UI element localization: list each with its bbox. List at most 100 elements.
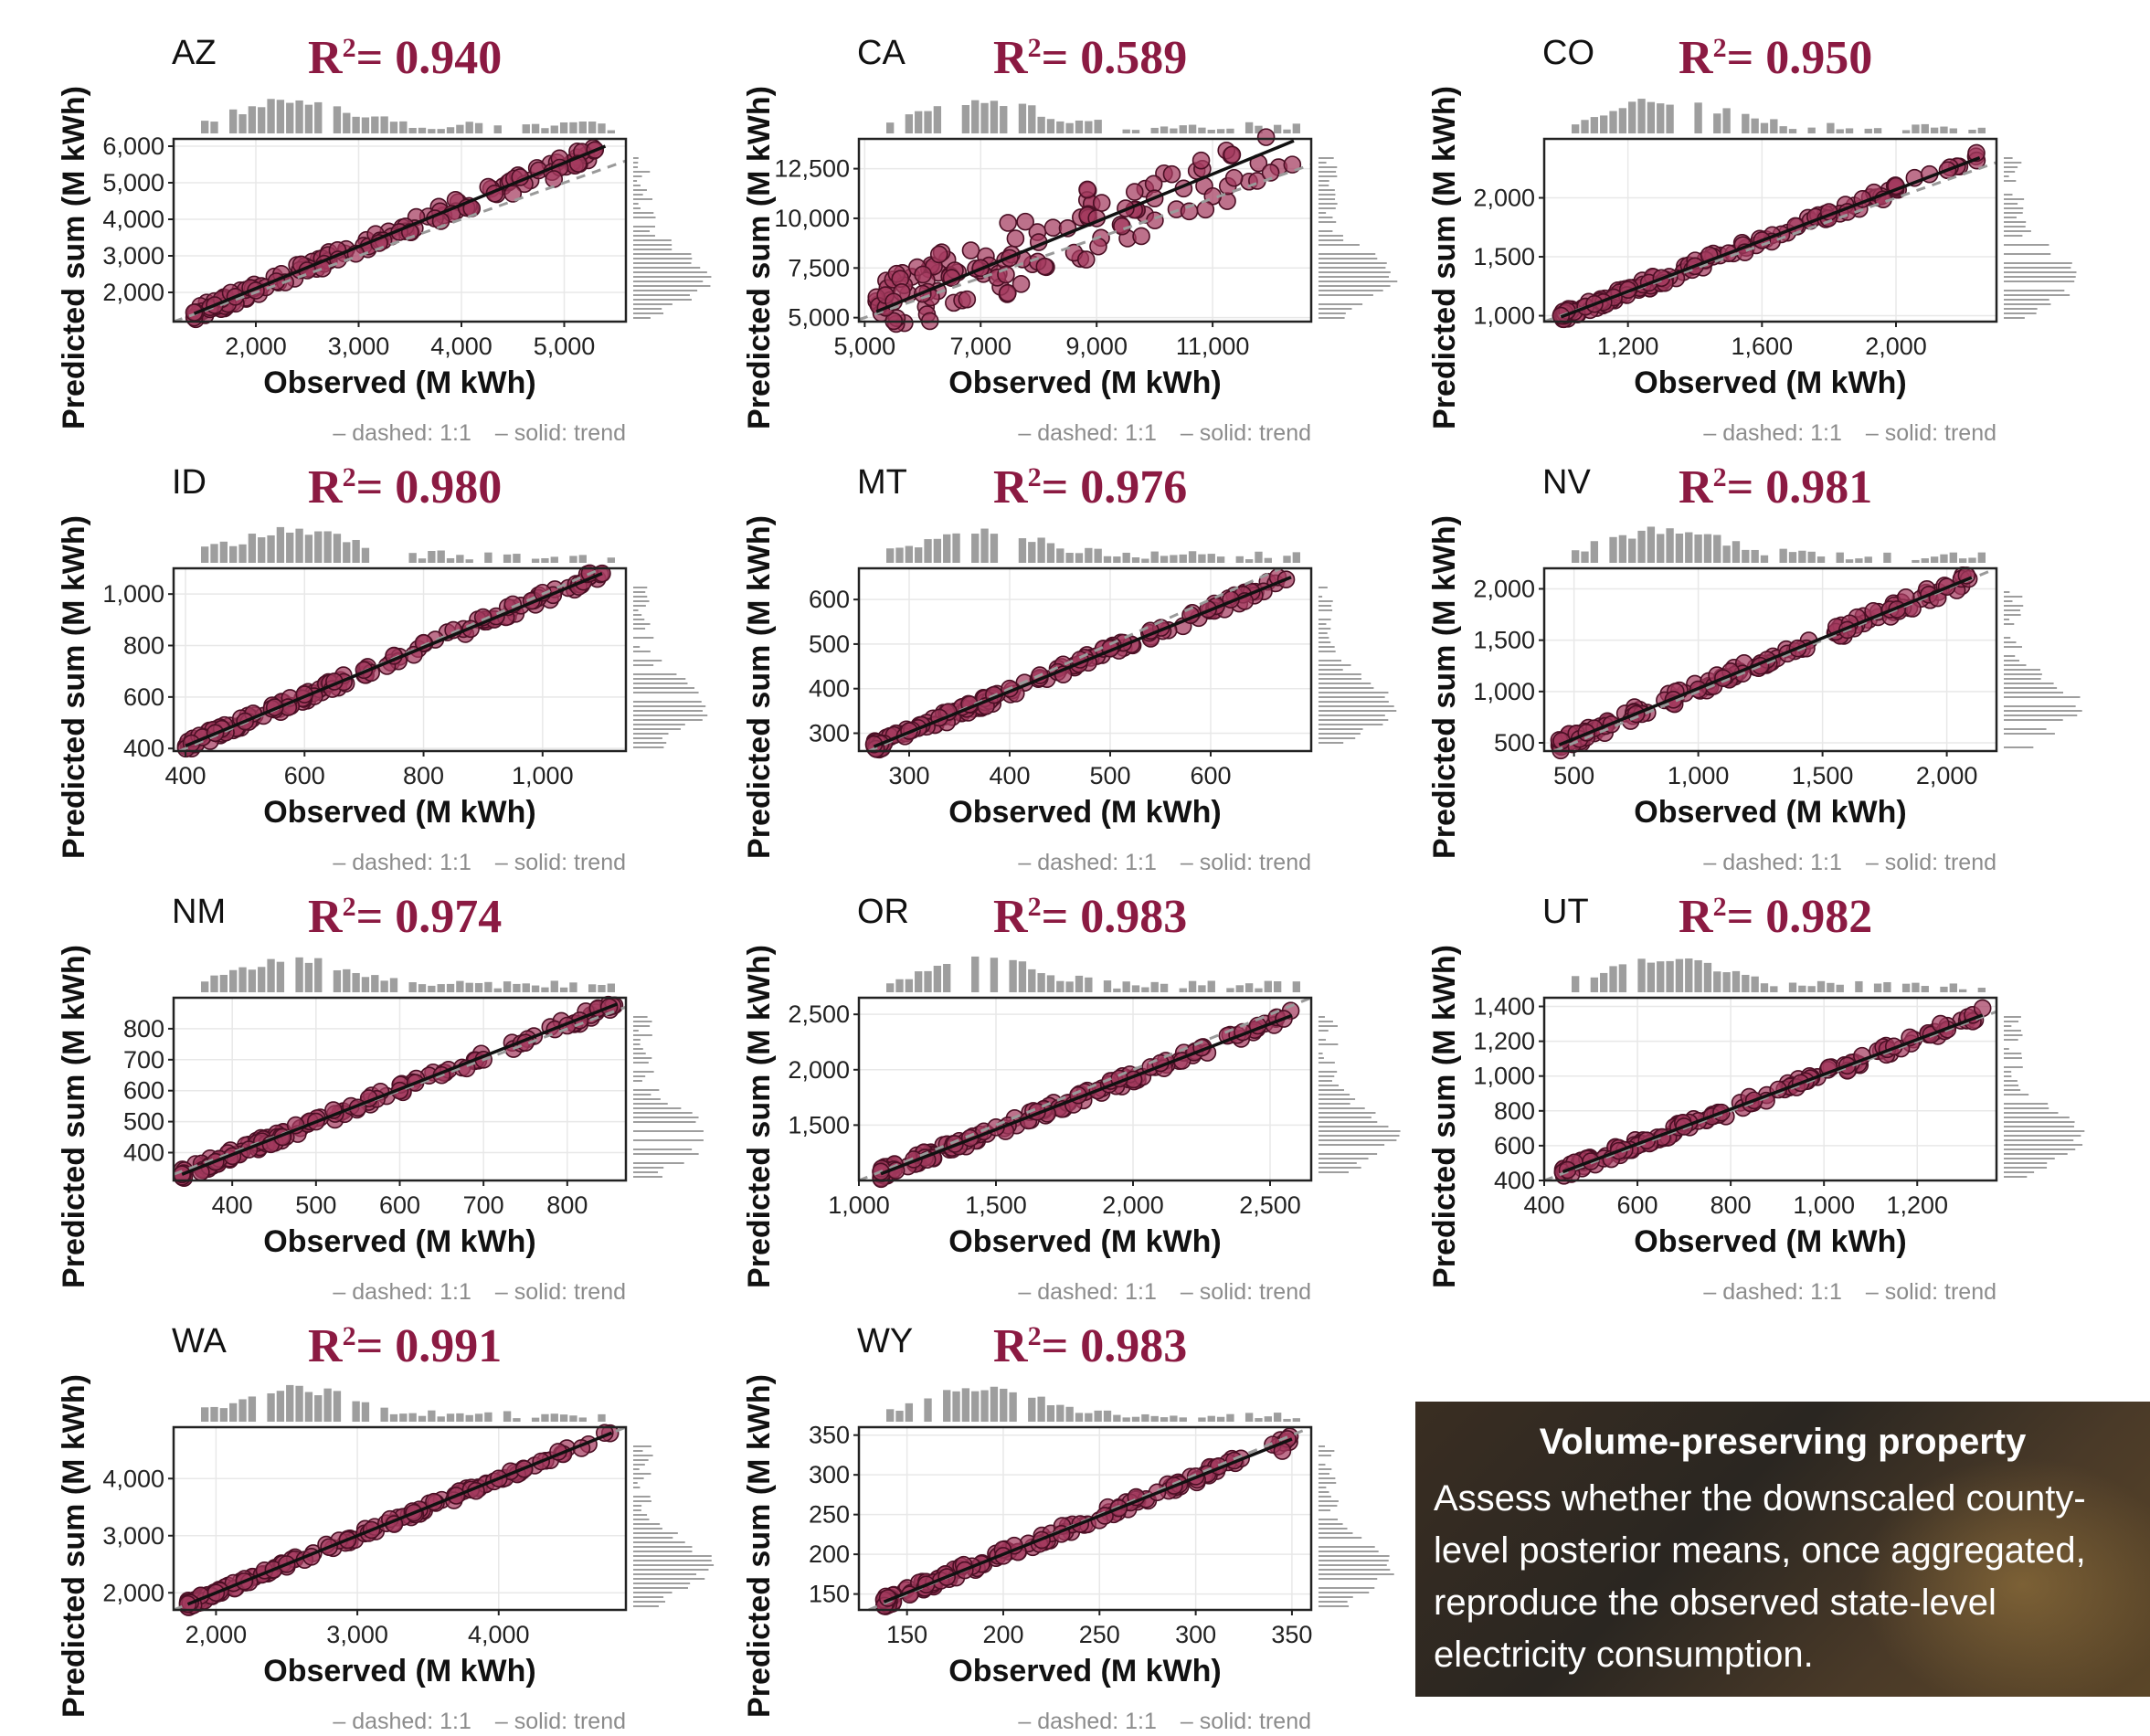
top-hist-bar [1170,1415,1178,1422]
right-hist-bar [1319,628,1331,630]
right-hist-bar [2004,1016,2021,1018]
right-hist-bar [1319,1551,1379,1552]
top-hist-bar [559,122,568,133]
top-hist-bar [1590,977,1599,992]
top-hist-bar [484,552,492,563]
right-hist-bar [1319,1071,1338,1073]
r2-value: = 0.589 [1042,32,1188,84]
r2-superscript: 2 [343,462,356,492]
data-point [545,170,564,188]
top-hist-bar [1160,556,1169,563]
right-hist-bar [1319,1445,1326,1447]
right-hist-bar [633,299,692,301]
r2-label: R2= 0.981 [1679,461,1872,513]
top-hist-bar [1685,532,1693,563]
y-tick-label: 300 [809,1461,850,1488]
top-hist-bar [1788,982,1797,992]
right-hist-bar [633,303,673,305]
right-hist-bar [1319,701,1389,703]
right-hist-bar [1319,719,1389,721]
right-hist-bar [633,203,639,205]
top-hist-bar [588,122,597,133]
data-point [929,245,948,264]
scatter-chart-ut: UT R2= 0.982 400 600 800 1,000 1,200 400 600 800 1… [1427,891,2085,1305]
right-hist-bar [2004,276,2076,278]
x-tick-label: 300 [888,762,929,789]
top-hist-bar [1949,983,1957,992]
top-hist-bar [503,981,512,992]
right-histogram [2004,157,2077,319]
r2-symbol: R [993,1320,1029,1372]
top-hist-bar [1600,115,1608,133]
right-hist-bar [1319,1487,1327,1488]
right-hist-bar [633,1532,678,1534]
r2-superscript: 2 [343,33,356,63]
state-code: MT [857,463,907,502]
right-hist-bar [633,637,654,639]
top-hist-bar [1264,980,1272,992]
x-axis-title: Observed (M kWh) [948,365,1221,400]
top-hist-bar [1940,554,1948,563]
x-axis-title: Observed (M kWh) [1634,365,1906,400]
right-hist-bar [1319,308,1352,310]
top-hist-bar [1085,977,1093,992]
top-hist-bar [915,111,923,133]
top-hist-bar [569,556,577,563]
top-hist-bar [1675,534,1684,563]
top-hist-bar [1694,102,1702,133]
right-hist-bar [633,1537,673,1539]
right-hist-bar [1319,1455,1331,1456]
top-hist-bar [201,121,209,133]
right-hist-bar [633,157,639,159]
top-hist-bar [1273,124,1282,133]
legend-dashed: – dashed: 1:1 [1703,850,1842,875]
top-hist-bar [550,980,558,992]
top-histogram [201,957,615,992]
top-hist-bar [1581,120,1589,133]
right-hist-bar [2004,221,2027,223]
top-hist-bar [1977,988,1986,992]
top-hist-bar [1085,547,1093,563]
line-legend: – dashed: 1:1 – solid: trend [1703,850,1996,875]
top-hist-bar [304,535,313,563]
top-hist-bar [1883,552,1891,563]
right-hist-bar [1319,1039,1327,1041]
right-hist-bar [2004,294,2071,296]
right-hist-bar [633,701,702,703]
top-hist-bar [1085,121,1093,133]
right-hist-bar [633,1560,712,1561]
right-hist-bar [2004,715,2078,716]
r2-superscript: 2 [1028,462,1042,492]
top-hist-bar [1958,558,1967,563]
top-hist-bar [1046,119,1055,133]
y-tick-label: 500 [809,630,850,658]
scatter-chart-nv: NV R2= 0.981 500 1,000 1,500 2,000 500 1,000 1,5… [1427,461,2082,875]
y-tick-label: 1,000 [1473,1063,1535,1090]
top-hist-bar [446,983,455,992]
legend-dashed: – dashed: 1:1 [1018,1279,1157,1305]
top-hist-bar [258,107,266,133]
right-hist-bar [633,267,701,269]
top-hist-bar [371,116,379,133]
right-hist-bar [633,746,664,748]
right-hist-bar [633,1583,691,1584]
y-tick-label: 300 [809,719,850,746]
right-hist-bar [633,1459,649,1461]
x-tick-label: 3,000 [326,1621,388,1648]
top-hist-bar [428,1410,436,1422]
x-axis-title: Observed (M kWh) [263,1654,535,1688]
right-hist-bar [633,1094,651,1096]
right-hist-bar [633,253,692,255]
top-hist-bar [1912,124,1920,133]
right-hist-bar [1319,1569,1391,1571]
right-hist-bar [1319,660,1342,662]
top-hist-bar [933,106,942,133]
top-hist-bar [1179,554,1187,563]
r2-label: R2= 0.980 [308,461,502,513]
panel-az: AZ R2= 0.940 2,000 3,000 4,000 5,000 2,000 3,00… [0,9,712,446]
top-hist-bar [1901,130,1911,133]
y-tick-label: 400 [123,1138,164,1166]
right-hist-bar [1319,1532,1353,1534]
top-hist-bar [1770,119,1778,133]
scatter-chart-wy: WY R2= 0.983 150 200 250 300 350 150 200 250 300 35… [742,1320,1394,1734]
